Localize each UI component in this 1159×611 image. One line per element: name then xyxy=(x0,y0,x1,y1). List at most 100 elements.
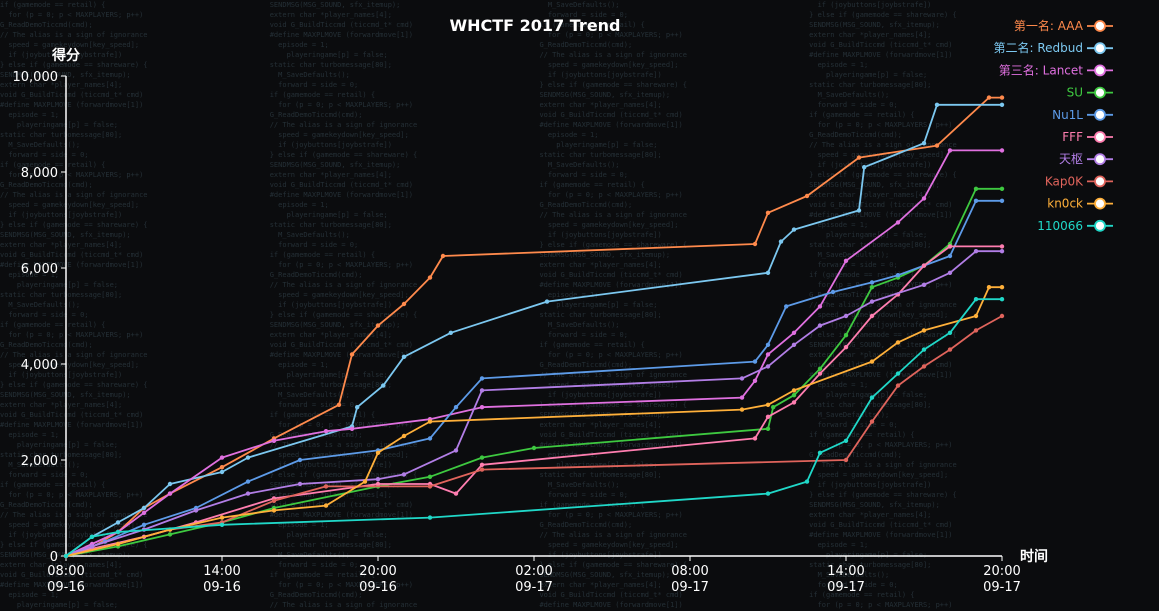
x-tick-time-label: 02:00 xyxy=(515,564,552,579)
data-point xyxy=(479,455,485,460)
x-tick-time-label: 20:00 xyxy=(359,564,396,579)
data-point xyxy=(999,313,1005,319)
data-point xyxy=(999,249,1005,254)
data-point xyxy=(479,462,485,467)
legend-swatch-marker xyxy=(1094,20,1106,32)
series-line xyxy=(65,149,1002,557)
data-point xyxy=(323,503,329,508)
data-point xyxy=(947,330,953,335)
series-line xyxy=(65,187,1002,557)
data-point xyxy=(791,330,797,335)
data-point xyxy=(752,241,758,247)
series-line xyxy=(65,103,1002,557)
legend-item[interactable]: Nu1L xyxy=(1052,108,1113,122)
data-point xyxy=(375,477,381,482)
data-point xyxy=(115,520,121,525)
data-point xyxy=(323,429,329,434)
legend-item[interactable]: kn0ck xyxy=(1047,197,1113,211)
data-point xyxy=(999,102,1005,108)
legend-label: Kap0K xyxy=(1045,174,1084,188)
data-point xyxy=(63,553,69,559)
legend-item[interactable]: 110066 xyxy=(1037,219,1113,233)
data-point xyxy=(427,484,433,489)
data-point xyxy=(349,352,355,357)
data-point xyxy=(271,438,277,443)
legend-swatch-marker xyxy=(1094,219,1106,232)
data-point xyxy=(895,383,901,388)
data-point xyxy=(791,227,797,232)
data-point xyxy=(791,400,797,405)
data-point xyxy=(375,481,381,487)
data-point xyxy=(784,304,789,309)
data-point xyxy=(453,448,459,453)
data-point xyxy=(141,510,147,515)
data-point xyxy=(427,515,433,520)
legend-item[interactable]: Kap0K xyxy=(1045,174,1113,188)
data-point xyxy=(336,402,342,407)
data-point xyxy=(531,445,537,451)
data-point xyxy=(479,405,485,410)
data-point xyxy=(375,323,381,328)
legend-item[interactable]: SU xyxy=(1067,86,1113,100)
series-line xyxy=(65,96,1002,557)
x-tick-date-label: 09-17 xyxy=(671,580,709,595)
data-point xyxy=(999,297,1005,302)
data-point xyxy=(115,541,121,547)
legend-label: 第三名: Lancet xyxy=(999,62,1083,77)
data-point xyxy=(934,102,940,108)
series-line xyxy=(65,199,1002,557)
legend[interactable]: 第一名: AAA 第二名: Redbud 第三名: Lancet SU Nu1L FFF 天… xyxy=(994,18,1114,233)
data-point xyxy=(843,313,849,319)
data-point xyxy=(869,395,875,400)
legend-item[interactable]: 第一名: AAA xyxy=(1014,18,1113,33)
data-point xyxy=(986,285,992,290)
data-point xyxy=(219,469,225,475)
x-axis-name: 时间 xyxy=(1020,548,1048,565)
data-point xyxy=(765,414,771,419)
data-point xyxy=(479,467,485,472)
data-point xyxy=(453,491,459,496)
legend-item[interactable]: 天枢 xyxy=(1059,151,1113,166)
data-point xyxy=(167,481,173,487)
data-point xyxy=(245,455,251,460)
legend-label: FFF xyxy=(1062,130,1083,144)
data-point xyxy=(453,405,459,410)
data-point xyxy=(999,95,1005,100)
legend-label: 第二名: Redbud xyxy=(994,40,1084,55)
data-point xyxy=(791,393,797,398)
data-point xyxy=(167,532,173,537)
data-point xyxy=(362,479,368,484)
data-point xyxy=(921,196,927,201)
data-point xyxy=(401,472,407,477)
x-tick-date-label: 09-16 xyxy=(203,580,241,595)
data-point xyxy=(739,395,745,400)
x-tick-time-label: 20:00 xyxy=(983,564,1020,579)
legend-swatch-marker xyxy=(1094,153,1106,166)
data-point xyxy=(771,405,776,410)
legend-label: 天枢 xyxy=(1059,151,1083,166)
data-point xyxy=(245,491,251,496)
legend-item[interactable]: 第二名: Redbud xyxy=(994,40,1114,55)
data-point xyxy=(947,270,953,275)
legend-swatch-marker xyxy=(1094,42,1106,55)
data-point xyxy=(869,299,875,304)
series-line xyxy=(65,250,1002,557)
data-point xyxy=(869,419,875,424)
data-point xyxy=(843,457,849,463)
data-point xyxy=(921,347,927,352)
data-point xyxy=(999,285,1005,290)
y-tick-label: 2,000 xyxy=(21,454,58,469)
data-point xyxy=(947,253,953,259)
x-tick-date-label: 09-17 xyxy=(827,580,865,595)
x-tick-time-label: 08:00 xyxy=(47,564,84,579)
data-point xyxy=(401,354,407,359)
data-point xyxy=(986,95,992,100)
data-point xyxy=(765,352,771,357)
legend-item[interactable]: 第三名: Lancet xyxy=(999,62,1113,77)
data-point xyxy=(869,313,875,319)
legend-item[interactable]: FFF xyxy=(1062,130,1113,144)
data-point xyxy=(89,544,95,549)
data-point xyxy=(947,148,953,153)
data-point xyxy=(895,273,901,278)
data-point xyxy=(973,328,979,333)
